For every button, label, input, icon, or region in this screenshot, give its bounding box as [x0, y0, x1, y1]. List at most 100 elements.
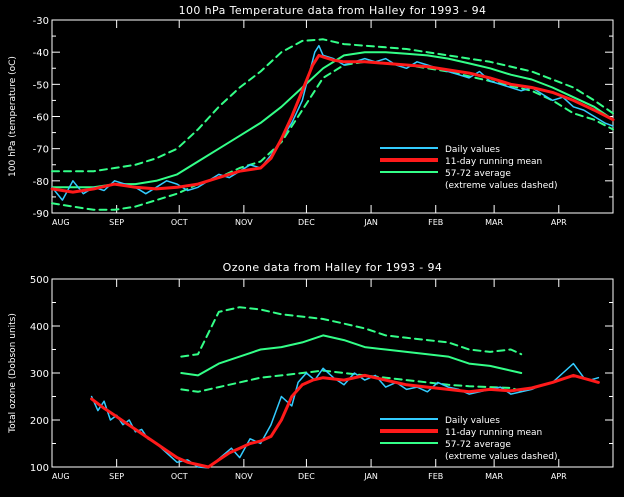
- data-point: [156, 180, 157, 181]
- x-tick-label: FEB: [428, 218, 443, 227]
- data-point: [612, 119, 613, 120]
- data-point: [250, 438, 251, 439]
- data-point: [364, 52, 365, 53]
- data-point: [531, 79, 532, 80]
- data-point: [375, 375, 376, 376]
- y-tick-label: 500: [30, 275, 49, 286]
- y-tick-label: -90: [33, 209, 49, 220]
- data-point: [181, 372, 182, 373]
- data-point: [489, 61, 490, 62]
- data-point: [156, 158, 157, 159]
- data-point: [218, 148, 219, 149]
- data-point: [364, 45, 365, 46]
- data-point: [552, 87, 553, 88]
- data-point: [552, 382, 553, 383]
- data-point: [302, 342, 303, 343]
- data-point: [302, 40, 303, 41]
- data-point: [93, 188, 94, 189]
- running-mean-line: [90, 373, 600, 469]
- x-tick-label: JAN: [363, 472, 378, 481]
- data-point: [521, 354, 522, 355]
- data-point: [385, 349, 386, 350]
- data-point: [177, 187, 178, 188]
- data-point: [114, 167, 115, 168]
- data-point: [166, 450, 167, 451]
- data-point: [406, 384, 407, 385]
- data-point: [239, 356, 240, 357]
- data-point: [270, 424, 271, 425]
- data-point: [177, 184, 178, 185]
- data-point: [500, 387, 501, 388]
- data-point: [260, 349, 261, 350]
- data-point: [135, 187, 136, 188]
- data-point: [489, 387, 490, 388]
- data-point: [302, 90, 303, 91]
- data-point: [114, 415, 115, 416]
- data-point: [427, 354, 428, 355]
- data-point: [135, 429, 136, 430]
- data-point: [281, 138, 282, 139]
- data-point: [72, 192, 73, 193]
- data-point: [197, 375, 198, 376]
- data-point: [469, 73, 470, 74]
- data-point: [312, 64, 313, 65]
- data-point: [239, 382, 240, 383]
- data-point: [197, 161, 198, 162]
- data-point: [406, 48, 407, 49]
- data-point: [552, 79, 553, 80]
- data-point: [298, 382, 299, 383]
- data-point: [489, 389, 490, 390]
- x-tick-label: SEP: [109, 472, 124, 481]
- data-point: [323, 377, 324, 378]
- data-point: [260, 309, 261, 310]
- data-point: [448, 69, 449, 70]
- data-point: [364, 347, 365, 348]
- legend-label: Daily values: [445, 416, 500, 426]
- data-point: [427, 55, 428, 56]
- data-point: [406, 68, 407, 69]
- data-point: [91, 396, 92, 397]
- data-point: [104, 401, 105, 402]
- data-point: [104, 408, 105, 409]
- data-point: [437, 382, 438, 383]
- data-point: [343, 55, 344, 56]
- data-point: [260, 443, 261, 444]
- data-point: [197, 184, 198, 185]
- data-point: [181, 356, 182, 357]
- data-point: [598, 382, 599, 383]
- data-point: [343, 44, 344, 45]
- data-point: [156, 443, 157, 444]
- data-point: [323, 56, 324, 57]
- y-tick-label: -60: [33, 113, 49, 124]
- data-point: [250, 443, 251, 444]
- data-point: [156, 200, 157, 201]
- data-point: [510, 387, 511, 388]
- data-point: [270, 436, 271, 437]
- data-point: [573, 106, 574, 107]
- legend-label: (extreme values dashed): [445, 452, 557, 462]
- data-point: [521, 391, 522, 392]
- data-point: [145, 193, 146, 194]
- y-tick-label: -30: [33, 16, 49, 27]
- x-tick-label: OCT: [171, 472, 188, 481]
- data-point: [323, 77, 324, 78]
- data-point: [427, 340, 428, 341]
- data-point: [218, 363, 219, 364]
- data-point: [260, 441, 261, 442]
- data-point: [318, 45, 319, 46]
- data-point: [218, 387, 219, 388]
- data-point: [573, 97, 574, 98]
- data-point: [510, 84, 511, 85]
- data-point: [427, 52, 428, 53]
- data-point: [281, 347, 282, 348]
- data-point: [270, 158, 271, 159]
- legend-label: 57-72 average: [445, 169, 511, 179]
- data-point: [187, 459, 188, 460]
- data-point: [323, 335, 324, 336]
- data-point: [208, 466, 209, 467]
- data-point: [312, 380, 313, 381]
- data-point: [218, 177, 219, 178]
- data-point: [239, 87, 240, 88]
- x-tick-label: NOV: [235, 472, 253, 481]
